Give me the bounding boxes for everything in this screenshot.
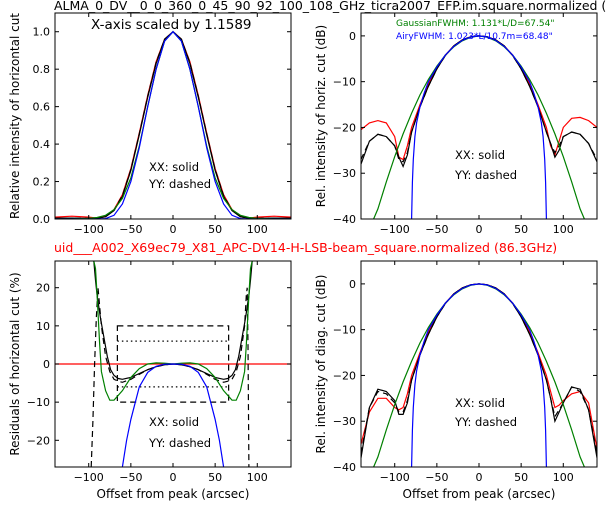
plot-area bbox=[55, 261, 291, 467]
legend-entry: XX: solid bbox=[149, 160, 199, 174]
y-tick-label: 0 bbox=[349, 30, 356, 43]
x-tick-label: 50 bbox=[514, 223, 528, 236]
y-axis-label: Rel. intensity of horiz. cut (dB) bbox=[314, 25, 328, 207]
y-tick-label: −30 bbox=[333, 167, 356, 180]
y-axis-label: Relative intensity of horizontal cut bbox=[8, 13, 22, 219]
x-tick-label: −100 bbox=[380, 223, 410, 236]
y-tick-label: −20 bbox=[333, 121, 356, 134]
y-tick-label: 10 bbox=[36, 320, 50, 333]
x-tick-label: 100 bbox=[247, 471, 268, 484]
x-tick-label: −100 bbox=[74, 471, 104, 484]
panel-top_left: −100 −50 0 50 100 0.0 0.2 0.4 0.6 0.8 1.0 Relative … bbox=[8, 12, 292, 236]
y-tick-label: −40 bbox=[333, 213, 356, 226]
series-line-blue-solid-4 bbox=[411, 35, 547, 219]
plot-area bbox=[361, 35, 597, 219]
y-tick-label: −40 bbox=[333, 461, 356, 474]
y-tick-label: 0.8 bbox=[33, 63, 51, 76]
y-tick-label: 0.6 bbox=[33, 101, 51, 114]
series-line-blue-solid-6 bbox=[121, 363, 225, 467]
axes-frame bbox=[360, 260, 598, 468]
x-axis-label: Offset from peak (arcsec) bbox=[97, 487, 250, 501]
y-tick-label: 20 bbox=[36, 282, 50, 295]
y-axis-label: Rel. intensity of diag. cut (dB) bbox=[314, 275, 328, 454]
plot-area bbox=[361, 283, 597, 467]
y-tick-label: 0.0 bbox=[33, 213, 51, 226]
x-tick-label: 50 bbox=[208, 223, 222, 236]
x-tick-label: 0 bbox=[476, 471, 483, 484]
y-tick-label: 0.4 bbox=[33, 138, 51, 151]
legend-entry: XX: solid bbox=[455, 148, 505, 162]
mid-title: uid___A002_X69ec79_X81_APC-DV14-H-LSB-be… bbox=[54, 240, 557, 255]
y-axis-label: Residuals of horizontal cut (%) bbox=[8, 272, 22, 455]
y-tick-label: −20 bbox=[333, 369, 356, 382]
legend-entry: XX: solid bbox=[455, 396, 505, 410]
legend-entry: YY: dashed bbox=[148, 436, 211, 450]
x-tick-label: 100 bbox=[247, 223, 268, 236]
series-line-green-solid-3 bbox=[373, 35, 585, 219]
x-tick-label: 0 bbox=[170, 471, 177, 484]
fit-label-green: GaussianFWHM: 1.131*L/D=67.54" bbox=[396, 19, 554, 29]
x-tick-label: 0 bbox=[476, 223, 483, 236]
box-series-1 bbox=[116, 325, 230, 403]
x-tick-label: 0 bbox=[170, 223, 177, 236]
legend-entry: XX: solid bbox=[149, 415, 199, 429]
legend-entry: YY: dashed bbox=[454, 415, 517, 429]
x-tick-label: 100 bbox=[553, 471, 574, 484]
fit-label-blue: AiryFWHM: 1.023*L/10.7m=68.48" bbox=[396, 32, 553, 42]
y-tick-label: 0.2 bbox=[33, 176, 51, 189]
series-line-black-dashed-2 bbox=[361, 283, 597, 454]
x-tick-label: 100 bbox=[553, 223, 574, 236]
y-tick-label: −10 bbox=[333, 324, 356, 337]
x-tick-label: 50 bbox=[514, 471, 528, 484]
legend-entry: YY: dashed bbox=[148, 177, 211, 191]
y-tick-label: −20 bbox=[27, 434, 50, 447]
series-line-blue-solid-4 bbox=[411, 283, 547, 467]
y-tick-label: 1.0 bbox=[33, 26, 51, 39]
x-tick-label: −50 bbox=[425, 223, 448, 236]
series-line-green-solid-3 bbox=[373, 283, 585, 467]
series-line-black-solid-1 bbox=[361, 283, 597, 458]
x-tick-label: −100 bbox=[74, 223, 104, 236]
x-tick-label: −100 bbox=[380, 471, 410, 484]
scale-annotation: X-axis scaled by 1.1589 bbox=[91, 17, 252, 33]
top-title: ALMA_0_DV__0_0_360_0_45_90_92_100_108_GH… bbox=[54, 0, 606, 13]
series-line-black-solid-3 bbox=[93, 261, 253, 380]
x-tick-label: 50 bbox=[208, 471, 222, 484]
y-tick-label: 0 bbox=[349, 278, 356, 291]
x-tick-label: −50 bbox=[119, 471, 142, 484]
x-tick-label: −50 bbox=[425, 471, 448, 484]
legend-entry: YY: dashed bbox=[454, 168, 517, 182]
x-tick-label: −50 bbox=[119, 223, 142, 236]
x-axis-label: Offset from peak (arcsec) bbox=[403, 487, 556, 501]
y-tick-label: 0 bbox=[43, 358, 50, 371]
axes-frame bbox=[360, 12, 598, 220]
y-tick-label: −10 bbox=[333, 76, 356, 89]
y-tick-label: −10 bbox=[27, 396, 50, 409]
y-tick-label: −30 bbox=[333, 415, 356, 428]
